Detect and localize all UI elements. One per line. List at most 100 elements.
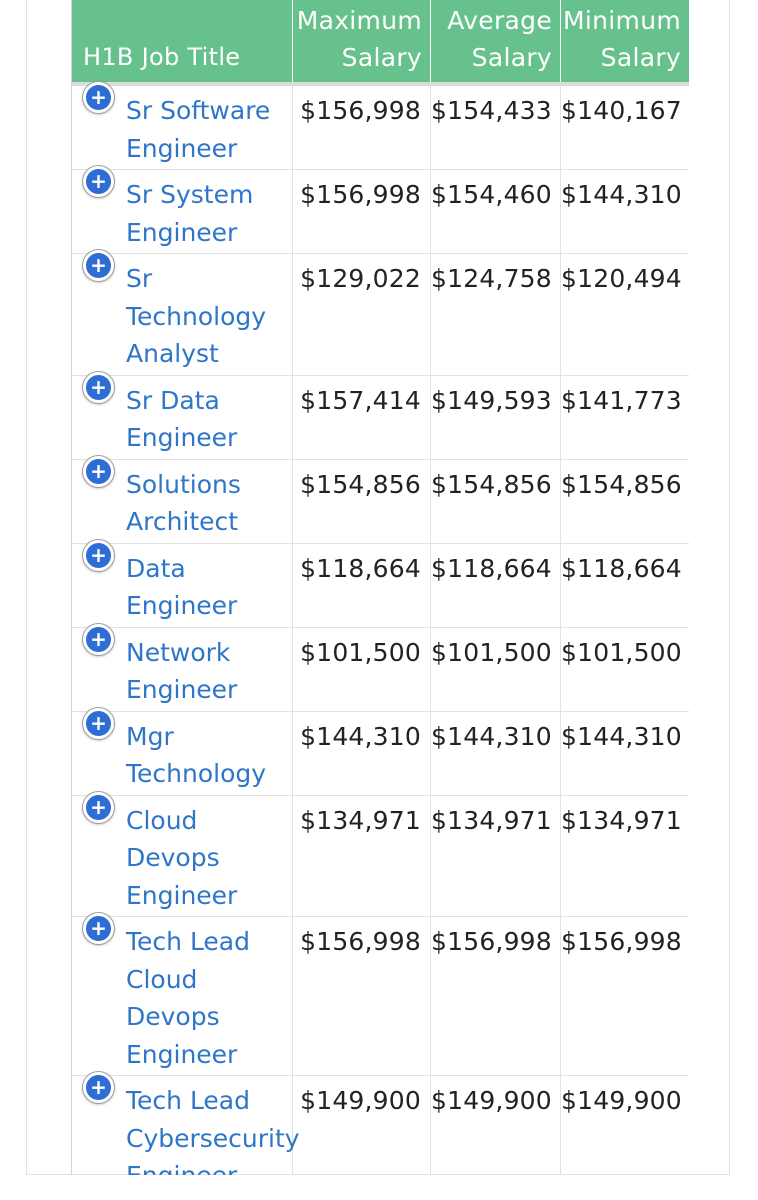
job-title-link[interactable]: Engineer — [126, 591, 238, 620]
average-salary-cell: $149,900 — [430, 1076, 560, 1175]
average-salary-cell: $154,433 — [430, 86, 560, 169]
job-title-link[interactable]: Cloud — [126, 805, 198, 835]
job-title-link[interactable]: Analyst — [126, 339, 219, 368]
table-body: + Sr Software Engineer $156,998 $154,433 $140… — [72, 82, 689, 1175]
job-title-link[interactable]: Data — [126, 553, 186, 583]
min-salary-cell: $134,971 — [560, 795, 689, 916]
min-salary-cell: $101,500 — [560, 627, 689, 711]
job-title-link[interactable]: Technology — [126, 759, 267, 788]
job-title-link[interactable]: Cybersecurity — [126, 1123, 300, 1153]
job-title-link[interactable]: Technology — [126, 301, 267, 331]
job-title-link[interactable]: Engineer — [126, 1039, 238, 1069]
max-salary-cell: $149,900 — [292, 1076, 430, 1175]
job-title-cell: + Solutions Architect — [72, 455, 292, 543]
job-title-cell: + Sr Software Engineer — [72, 82, 292, 169]
job-title-link[interactable]: Engineer — [126, 1157, 288, 1175]
expand-row-icon[interactable]: + — [83, 623, 114, 655]
max-salary-cell: $134,971 — [292, 795, 430, 916]
expand-row-icon[interactable]: + — [83, 707, 114, 739]
page-frame-bottom-border — [26, 1174, 730, 1175]
job-title-link[interactable]: Engineer — [126, 217, 238, 247]
expand-row-icon[interactable]: + — [83, 371, 114, 403]
min-salary-cell: $140,167 — [560, 86, 689, 169]
job-title-cell: + Tech Lead Cybersecurity Engineer — [72, 1072, 300, 1175]
job-title-link[interactable]: Engineer — [126, 880, 238, 910]
table-row: + Sr Data Engineer $157,414 $149,593 $141,773 — [72, 371, 689, 460]
job-title-link[interactable]: Network — [126, 637, 231, 667]
max-salary-cell: $144,310 — [292, 711, 430, 795]
average-salary-cell: $101,500 — [430, 627, 560, 711]
table-row: + Data Engineer $118,664 $118,664 $118,664 — [72, 539, 689, 628]
table-row: + Sr Technology Analyst $129,022 $124,758 $120… — [72, 250, 689, 376]
min-salary-cell: $149,900 — [560, 1076, 689, 1175]
max-salary-cell: $101,500 — [292, 627, 430, 711]
average-salary-cell: $124,758 — [430, 254, 560, 375]
min-salary-cell: $144,310 — [560, 170, 689, 253]
job-title-cell: + Sr System Engineer — [72, 166, 292, 253]
average-salary-cell: $154,856 — [430, 459, 560, 543]
table-header: H1B Job Title Maximum Salary Average Sal… — [72, 0, 689, 86]
job-title-link[interactable]: Architect — [126, 507, 239, 536]
job-title-link[interactable]: Cloud — [126, 964, 198, 994]
job-title-cell: + Mgr Technology — [72, 707, 292, 795]
table-row: + Mgr Technology $144,310 $144,310 $144,310 — [72, 707, 689, 796]
job-title-cell: + Data Engineer — [72, 539, 292, 627]
job-title-link[interactable]: Tech Lead — [126, 1086, 250, 1115]
min-salary-cell: $144,310 — [560, 711, 689, 795]
job-title-link[interactable]: Engineer — [126, 675, 238, 704]
max-salary-cell: $118,664 — [292, 543, 430, 627]
min-salary-cell: $120,494 — [560, 254, 689, 375]
table-row: +Tech LeadCybersecurityEngineer$149,900$… — [72, 1072, 689, 1175]
max-salary-cell: $156,998 — [292, 917, 430, 1075]
header-max-line1: Maximum — [296, 6, 422, 35]
average-salary-cell: $156,998 — [430, 917, 560, 1075]
expand-row-icon[interactable]: + — [83, 82, 114, 113]
expand-row-icon[interactable]: + — [83, 455, 114, 487]
average-salary-cell: $154,460 — [430, 170, 560, 253]
header-job-title-label: H1B Job Title — [83, 43, 241, 71]
average-salary-cell: $144,310 — [430, 711, 560, 795]
job-title-link[interactable]: Sr — [126, 264, 153, 293]
header-job-title[interactable]: H1B Job Title — [72, 0, 292, 82]
job-title-cell: + Sr Data Engineer — [72, 371, 292, 459]
job-title-link[interactable]: Devops — [126, 843, 220, 872]
header-maximum-salary[interactable]: Maximum Salary — [292, 0, 430, 82]
min-salary-cell: $118,664 — [560, 543, 689, 627]
header-minimum-salary[interactable]: Minimum Salary — [560, 0, 689, 82]
header-avg-line2: Salary — [471, 43, 552, 72]
expand-row-icon[interactable]: + — [83, 791, 114, 823]
min-salary-cell: $154,856 — [560, 459, 689, 543]
job-title-link[interactable]: Engineer — [126, 133, 238, 163]
job-title-link[interactable]: Sr Software — [126, 96, 271, 125]
job-title-link[interactable]: Engineer — [126, 423, 238, 452]
max-salary-cell: $156,998 — [292, 86, 430, 169]
job-title-link[interactable]: Solutions — [126, 469, 241, 499]
page-frame-left-border — [26, 0, 27, 1175]
average-salary-cell: $134,971 — [430, 795, 560, 916]
expand-row-icon[interactable]: + — [83, 250, 114, 281]
job-title-cell: + Sr Technology Analyst — [72, 250, 292, 375]
max-salary-cell: $156,998 — [292, 170, 430, 253]
expand-row-icon[interactable]: + — [83, 913, 114, 944]
table-row: + Sr Software Engineer $156,998 $154,433 $140… — [72, 82, 689, 170]
job-title-cell: + Cloud Devops Engineer — [72, 791, 292, 917]
min-salary-cell: $141,773 — [560, 375, 689, 459]
table-row: + Network Engineer $101,500 $101,500 $101,500 — [72, 623, 689, 712]
expand-row-icon[interactable]: + — [83, 539, 114, 571]
max-salary-cell: $129,022 — [292, 254, 430, 375]
header-min-line1: Minimum — [563, 6, 681, 35]
page-frame-right-border — [729, 0, 730, 1175]
expand-row-icon[interactable]: + — [83, 166, 114, 197]
header-average-salary[interactable]: Average Salary — [430, 0, 560, 82]
job-title-link[interactable]: Sr System — [126, 180, 254, 209]
job-title-link[interactable]: Devops — [126, 1002, 220, 1031]
job-title-link[interactable]: Mgr — [126, 721, 174, 751]
table-row: + Tech Lead Cloud Devops Engineer $156,998 $15… — [72, 913, 689, 1076]
header-max-line2: Salary — [341, 43, 422, 72]
job-title-link[interactable]: Tech Lead — [126, 927, 250, 956]
table-row: + Solutions Architect $154,856 $154,856 $154,… — [72, 455, 689, 544]
job-title-link[interactable]: Sr Data — [126, 385, 220, 415]
expand-row-icon[interactable]: + — [83, 1072, 114, 1103]
table-row: + Sr System Engineer $156,998 $154,460 $144,3… — [72, 166, 689, 254]
salary-table: H1B Job Title Maximum Salary Average Sal… — [71, 0, 689, 1175]
